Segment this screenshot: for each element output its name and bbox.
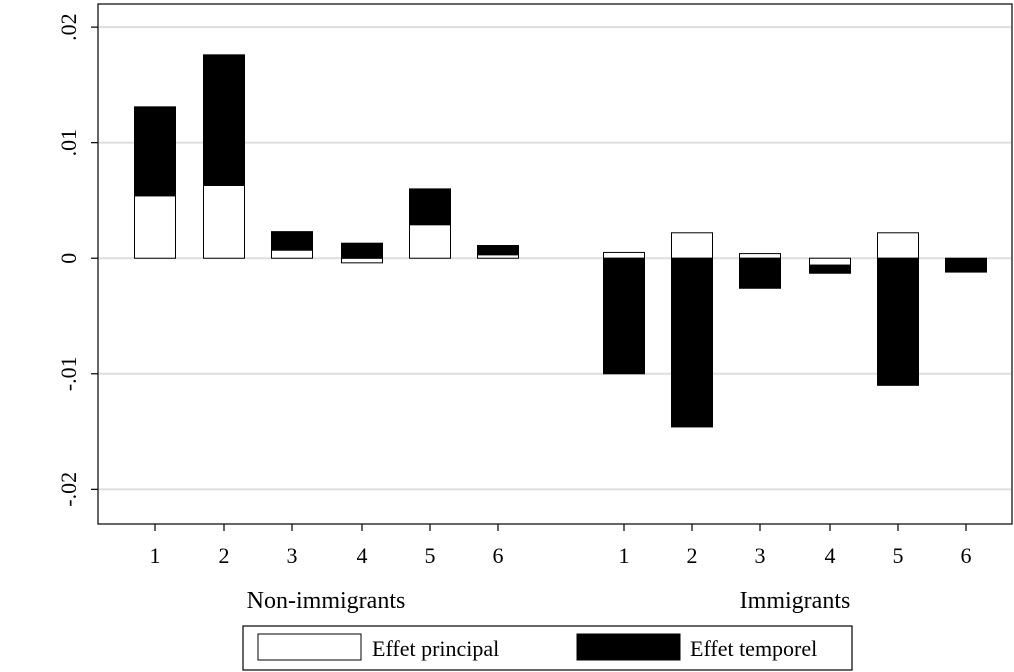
bar-effet-temporel: [671, 257, 713, 428]
y-tick-label: .01: [56, 129, 81, 157]
bar-effet-principal: [809, 257, 851, 266]
x-tick-label: 6: [961, 543, 972, 568]
bar-effet-temporel: [134, 106, 176, 197]
x-tick-label: 6: [493, 543, 504, 568]
bar-effet-temporel: [341, 242, 383, 259]
bar-effet-temporel: [477, 245, 519, 256]
bar-effet-temporel: [877, 257, 919, 386]
y-axis-ticks: .02 .01 0 -.01 -.02: [56, 13, 98, 507]
bar-effet-temporel: [945, 257, 987, 273]
y-tick-label: 0: [56, 253, 81, 264]
legend-swatch-principal: [257, 633, 362, 661]
legend: Effet principal Effet temporel: [242, 625, 853, 671]
bar-effet-temporel: [203, 54, 245, 186]
bar-effet-principal: [671, 232, 713, 259]
x-tick-label: 4: [357, 543, 368, 568]
x-tick-label: 5: [893, 543, 904, 568]
y-tick-label: -.01: [56, 356, 81, 391]
x-tick-label: 4: [825, 543, 836, 568]
grid-layer: [99, 26, 1011, 491]
x-axis-ticks: 1 2 3 4 5 6 1 2 3 4 5 6: [150, 524, 972, 568]
bars-layer: [134, 54, 987, 428]
bar-effet-principal: [877, 232, 919, 259]
bar-effet-principal: [739, 253, 781, 259]
legend-swatch-temporel: [576, 633, 681, 661]
legend-label-principal: Effet principal: [372, 636, 499, 661]
x-tick-label: 3: [755, 543, 766, 568]
bar-effet-temporel: [809, 264, 851, 274]
bar-effet-principal: [203, 184, 245, 259]
bar-effet-principal: [341, 257, 383, 264]
bar-effet-principal: [409, 224, 451, 259]
bar-effet-temporel: [409, 188, 451, 226]
group-labels: Non-immigrants Immigrants: [247, 588, 851, 614]
plot-area-frame: [97, 3, 1013, 525]
x-tick-label: 2: [219, 543, 230, 568]
x-tick-label: 1: [150, 543, 161, 568]
x-tick-label: 2: [687, 543, 698, 568]
bar-effet-temporel: [739, 257, 781, 289]
bar-effet-principal: [603, 251, 645, 259]
bar-effet-principal: [271, 249, 313, 259]
bar-effet-principal: [477, 254, 519, 259]
x-tick-label: 1: [619, 543, 630, 568]
x-tick-label: 5: [425, 543, 436, 568]
y-tick-label: .02: [56, 13, 81, 41]
legend-label-temporel: Effet temporel: [690, 636, 817, 661]
y-tick-label: -.02: [56, 472, 81, 507]
group-label: Immigrants: [740, 588, 851, 614]
bar-effet-temporel: [271, 231, 313, 251]
bar-effet-principal: [134, 195, 176, 259]
x-tick-label: 3: [287, 543, 298, 568]
bar-effet-temporel: [603, 257, 645, 375]
group-label: Non-immigrants: [247, 588, 406, 614]
